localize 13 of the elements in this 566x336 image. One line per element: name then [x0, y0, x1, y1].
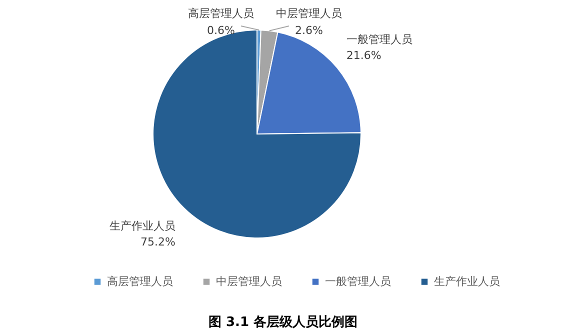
legend-label: 一般管理人员: [325, 274, 391, 288]
data-label: 0.6%: [207, 24, 235, 38]
text: 图 3.1 各层级人员比例图: [208, 315, 358, 330]
slice-label: 生产作业人员: [109, 220, 176, 233]
slice-label: 中层管理人员: [276, 7, 342, 20]
legend-label: 高层管理人员: [107, 274, 173, 288]
data-label: 75.2%: [140, 236, 176, 249]
legend-label: 生产作业人员: [434, 274, 500, 288]
data-label: 21.6%: [346, 49, 382, 62]
slice-label: 高层管理人员: [188, 7, 254, 20]
legend-label: 中层管理人员: [216, 274, 282, 288]
data-label: 2.6%: [295, 24, 323, 38]
slice-label: 一般管理人员: [346, 33, 412, 46]
